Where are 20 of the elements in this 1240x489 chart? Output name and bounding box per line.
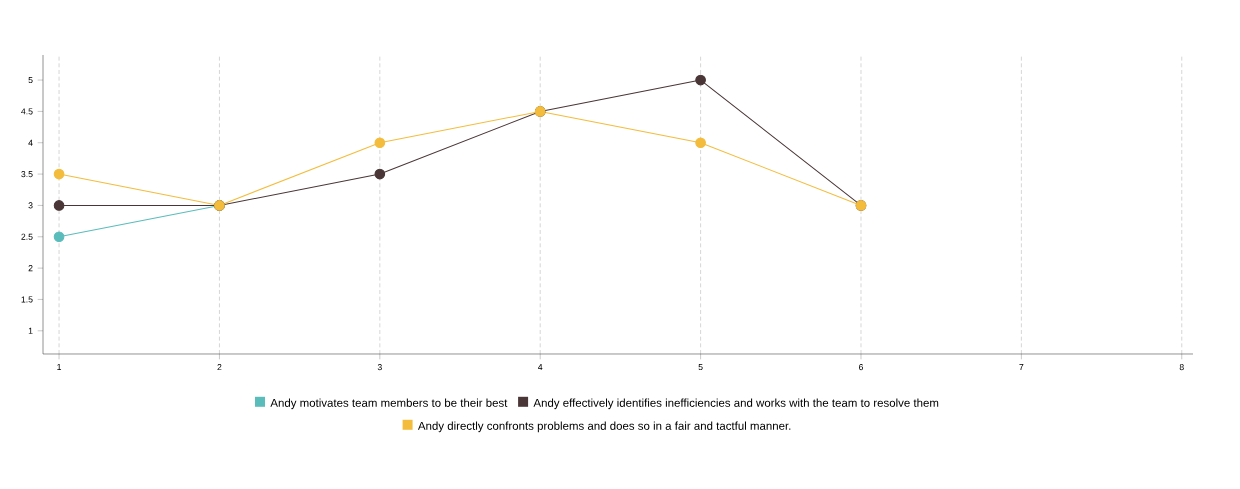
x-tick-label: 1 <box>57 364 62 370</box>
x-tick-label: 4 <box>538 364 543 370</box>
x-tick-label: 8 <box>1179 364 1184 371</box>
y-tick-label: 3.5 <box>21 171 33 178</box>
y-tick-label: 2 <box>28 265 33 272</box>
y-tick-label: 2.5 <box>21 233 33 240</box>
x-tick-label: 6 <box>859 364 864 371</box>
y-tick-label: 4.5 <box>21 108 33 115</box>
y-tick-label: 4 <box>28 139 33 146</box>
legend-label: Andy directly confronts problems and does so in a fair and tactful manner. <box>417 421 791 433</box>
y-tick-label: 3 <box>28 202 33 209</box>
x-tick-label: 7 <box>1019 364 1024 370</box>
legend-label: Andy motivates team members to be their best <box>270 398 508 410</box>
y-tick-label: 1 <box>28 327 33 334</box>
x-tick-label: 2 <box>217 364 222 371</box>
y-tick-label: 5 <box>28 77 33 84</box>
y-tick-label: 1.5 <box>21 296 33 303</box>
x-tick-label: 3 <box>377 364 382 371</box>
legend-label: Andy effectively identifies inefficiencies and works with the team to resolve them <box>533 398 939 410</box>
x-tick-label: 5 <box>698 364 703 371</box>
